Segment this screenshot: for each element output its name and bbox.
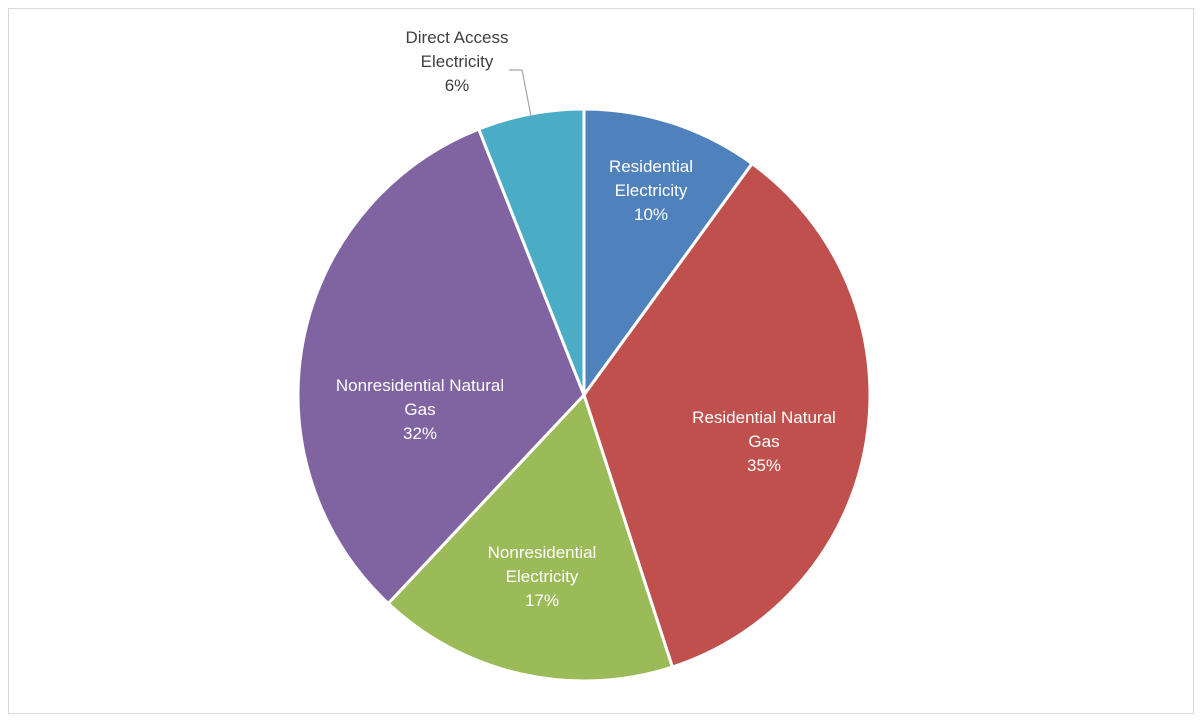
data-label-percent: 17%: [525, 591, 559, 610]
data-label-nonresidential-electricity: Nonresidential Electricity 17%: [488, 543, 597, 610]
data-label-line: Electricity: [615, 181, 688, 200]
data-label-line: Electricity: [421, 52, 494, 71]
data-label-line: Residential: [609, 157, 693, 176]
leader-lines: [509, 69, 532, 117]
data-label-line: Gas: [748, 432, 779, 451]
data-label-residential-natural-gas: Residential Natural Gas 35%: [692, 408, 836, 475]
data-label-residential-electricity: Residential Electricity 10%: [609, 157, 693, 224]
data-label-line: Electricity: [506, 567, 579, 586]
data-label-percent: 32%: [403, 424, 437, 443]
data-label-line: Direct Access: [406, 28, 509, 47]
data-label-percent: 10%: [634, 205, 668, 224]
data-label-percent: 35%: [747, 456, 781, 475]
data-label-line: Nonresidential: [488, 543, 597, 562]
data-label-direct-access-electricity: Direct Access Electricity 6%: [406, 28, 509, 95]
slice-labels: Residential Electricity 10% Residential Nat…: [336, 28, 836, 610]
data-label-nonresidential-natural-gas: Nonresidential Natural Gas 32%: [336, 376, 504, 443]
pie-slice-residential-electricity: [582, 107, 754, 397]
pie-slice-nonresidential-electricity: [386, 393, 674, 683]
leader-line-direct-access-electricity: [509, 69, 532, 117]
pie-slice-nonresidential-natural-gas: [296, 127, 586, 605]
pie-slice-residential-natural-gas: [582, 162, 872, 669]
data-label-line: Residential Natural: [692, 408, 836, 427]
data-label-line: Gas: [404, 400, 435, 419]
pie-slices: [296, 107, 872, 683]
data-label-line: Nonresidential Natural: [336, 376, 504, 395]
data-label-percent: 6%: [445, 76, 470, 95]
